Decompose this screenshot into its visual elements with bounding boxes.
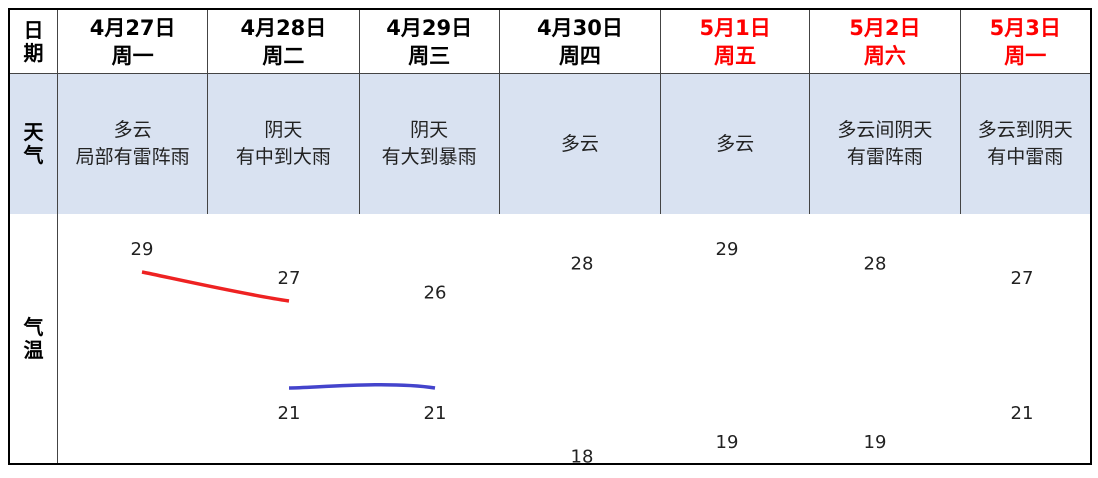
date-cell: 4月30日周四: [500, 10, 661, 73]
weather-text: 阴天: [264, 119, 303, 141]
high-temp-label: 28: [571, 254, 594, 275]
high-temp-line: [141, 270, 290, 303]
date-text: 4月30日: [537, 15, 623, 40]
weather-text: 多云间阴天: [837, 119, 933, 141]
low-temp-line: [288, 383, 436, 390]
weekday-text: 周一: [1004, 43, 1047, 68]
date-text: 5月3日: [989, 15, 1061, 40]
weather-cell: 多云: [500, 74, 661, 214]
low-temp-label: 18: [571, 447, 594, 464]
weather-cell: 多云 局部有雷阵雨: [58, 74, 209, 214]
weather-text: 有雷阵雨: [846, 146, 923, 168]
weekday-text: 周一: [111, 43, 154, 68]
weekday-text: 周二: [262, 43, 305, 68]
weather-text: 有中到大雨: [235, 146, 331, 168]
weekday-text: 周四: [558, 43, 601, 68]
high-temp-label: 27: [1011, 268, 1034, 289]
date-cell: 5月1日周五: [661, 10, 811, 73]
date-text: 4月27日: [89, 15, 176, 40]
weather-cell: 多云到阴天 有中雷雨: [961, 74, 1090, 214]
forecast-table: 日期 4月27日 周一 4月28日 周二 4月29日 周三 4月30日 周四 5月1日 周五 5月2…: [8, 8, 1092, 465]
date-cell: 5月2日周六: [810, 10, 961, 73]
high-temp-label: 27: [278, 268, 301, 289]
temperature-row-label: 气温: [10, 214, 58, 463]
date-row-label: 日期: [10, 10, 58, 73]
date-text: 4月29日: [386, 15, 473, 40]
weather-cell: 阴天 有大到暴雨: [360, 74, 500, 214]
weather-text: 多云到阴天: [977, 119, 1073, 141]
date-cell: 5月3日周一: [961, 10, 1090, 73]
date-cell: 4月27日周一: [58, 10, 209, 73]
date-cell: 4月28日周二: [208, 10, 360, 73]
high-temp-label: 26: [424, 283, 447, 304]
weather-text: 局部有雷阵雨: [75, 146, 190, 168]
weather-cell: 多云间阴天 有雷阵雨: [810, 74, 961, 214]
weather-row: 天气 多云 局部有雷阵雨 阴天 有中到大雨 阴天 有大到暴雨 多云 多云 多云间阴天 有雷阵雨 多云…: [10, 74, 1090, 214]
low-temp-label: 21: [1011, 403, 1034, 424]
low-temp-label: 21: [278, 403, 301, 424]
date-text: 5月2日: [849, 15, 921, 40]
date-cell: 4月29日周三: [360, 10, 500, 73]
weather-text: 有中雷雨: [987, 146, 1064, 168]
weather-text: 阴天: [410, 119, 449, 141]
weekday-text: 周五: [714, 43, 757, 68]
weather-row-label: 天气: [10, 74, 58, 214]
weather-text: 多云: [560, 132, 599, 155]
high-temp-label: 29: [131, 239, 154, 260]
weather-cell: 多云: [661, 74, 811, 214]
weather-cell: 阴天 有中到大雨: [208, 74, 360, 214]
date-row: 日期 4月27日 周一 4月28日 周二 4月29日 周三 4月30日 周四 5月1日 周五 5月2…: [10, 10, 1090, 74]
temperature-chart: 29 27 26 28 29 28 27 21 21 18 19 19 21: [131, 239, 1034, 464]
date-text: 5月1日: [699, 15, 771, 40]
weekday-text: 周三: [408, 43, 451, 68]
weekday-text: 周六: [863, 43, 906, 68]
weather-text: 多云: [113, 119, 152, 141]
high-temp-label: 28: [864, 254, 887, 275]
high-temp-label: 29: [716, 239, 739, 260]
low-temp-label: 19: [864, 432, 887, 453]
weather-text: 有大到暴雨: [381, 146, 477, 168]
weather-text: 多云: [716, 132, 755, 155]
low-temp-label: 21: [424, 403, 447, 424]
date-text: 4月28日: [240, 15, 327, 40]
low-temp-label: 19: [716, 432, 739, 453]
